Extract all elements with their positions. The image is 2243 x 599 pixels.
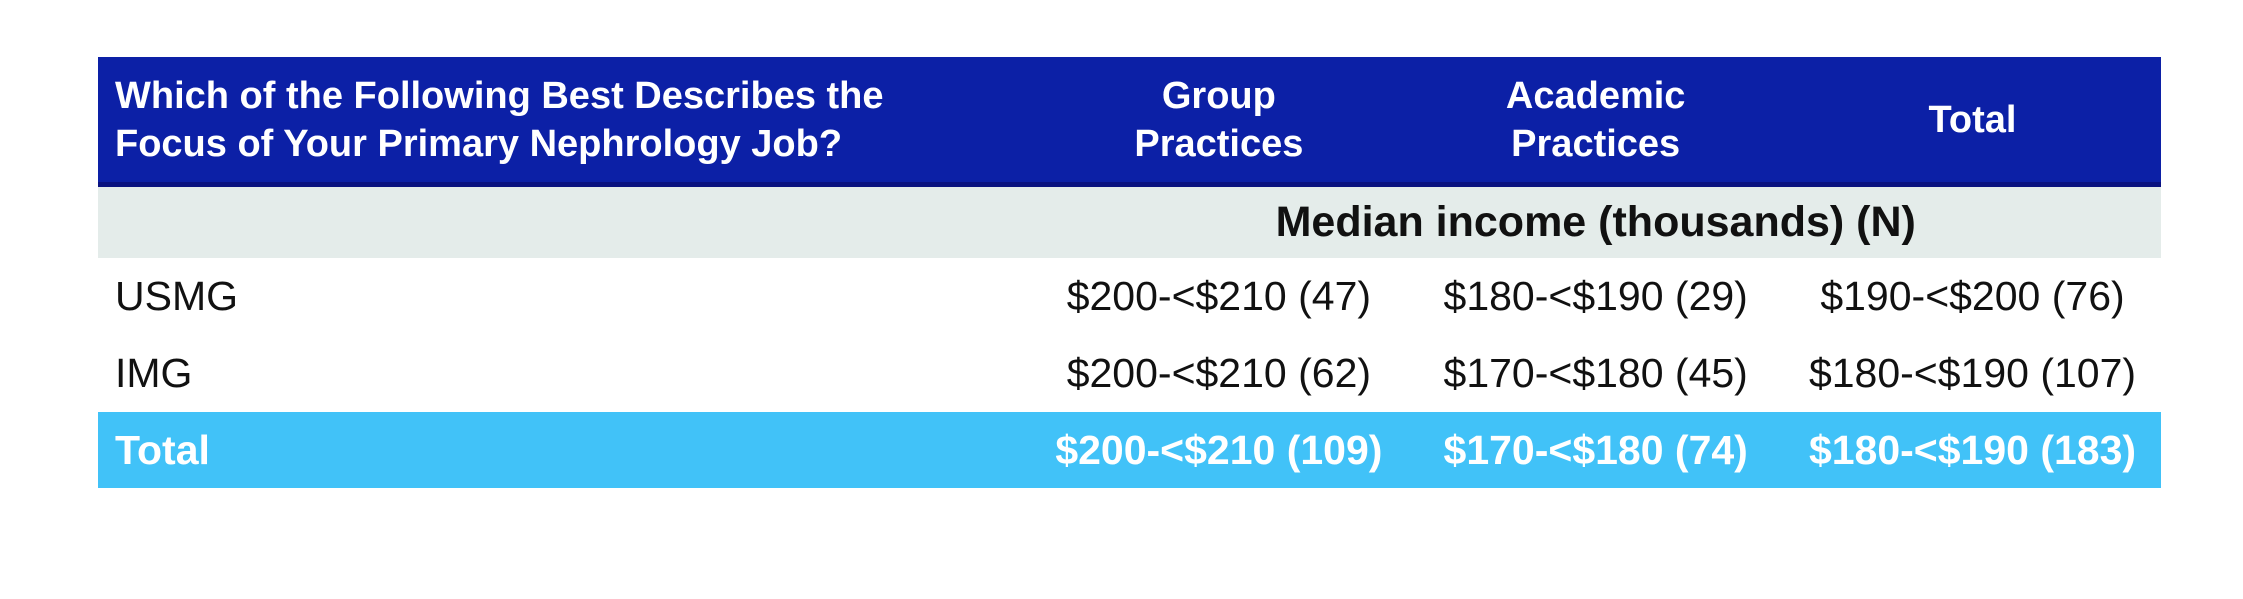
row-label-total: Total — [115, 426, 210, 473]
table-row-img: IMG $200-<$210 (62) $170-<$180 (45) $180… — [98, 335, 2161, 412]
cell-img-total: $180-<$190 (107) — [1808, 350, 2137, 396]
cell-total-group-practices: $200-<$210 (109) — [1055, 426, 1383, 473]
col-header-group-practices: Group Practices — [1134, 74, 1304, 165]
col-header-total: Total — [1928, 98, 2017, 141]
subheader-row: Median income (thousands) (N) — [98, 187, 2161, 258]
table-header-row: Which of the Following Best Describes th… — [98, 57, 2161, 187]
cell-img-academic-practices: $170-<$180 (45) — [1443, 350, 1748, 396]
question-header-cell: Which of the Following Best Describes th… — [115, 74, 884, 165]
subheader-label: Median income (thousands) (N) — [1275, 198, 1916, 246]
cell-total-academic-practices: $170-<$180 (74) — [1443, 426, 1748, 473]
cell-usmg-academic-practices: $180-<$190 (29) — [1443, 273, 1748, 319]
cell-total-total: $180-<$190 (183) — [1808, 426, 2137, 473]
col-header-academic-practices: Academic Practices — [1505, 74, 1686, 165]
table-row-total: Total $200-<$210 (109) $170-<$180 (74) $… — [98, 412, 2161, 488]
cell-usmg-total: $190-<$200 (76) — [1820, 273, 2125, 319]
median-income-table: Which of the Following Best Describes th… — [98, 57, 2161, 488]
cell-usmg-group-practices: $200-<$210 (47) — [1066, 273, 1372, 319]
table-row-usmg: USMG $200-<$210 (47) $180-<$190 (29) $19… — [98, 258, 2161, 335]
row-label-img: IMG — [115, 350, 193, 396]
cell-img-group-practices: $200-<$210 (62) — [1066, 350, 1372, 396]
row-label-usmg: USMG — [115, 273, 238, 319]
